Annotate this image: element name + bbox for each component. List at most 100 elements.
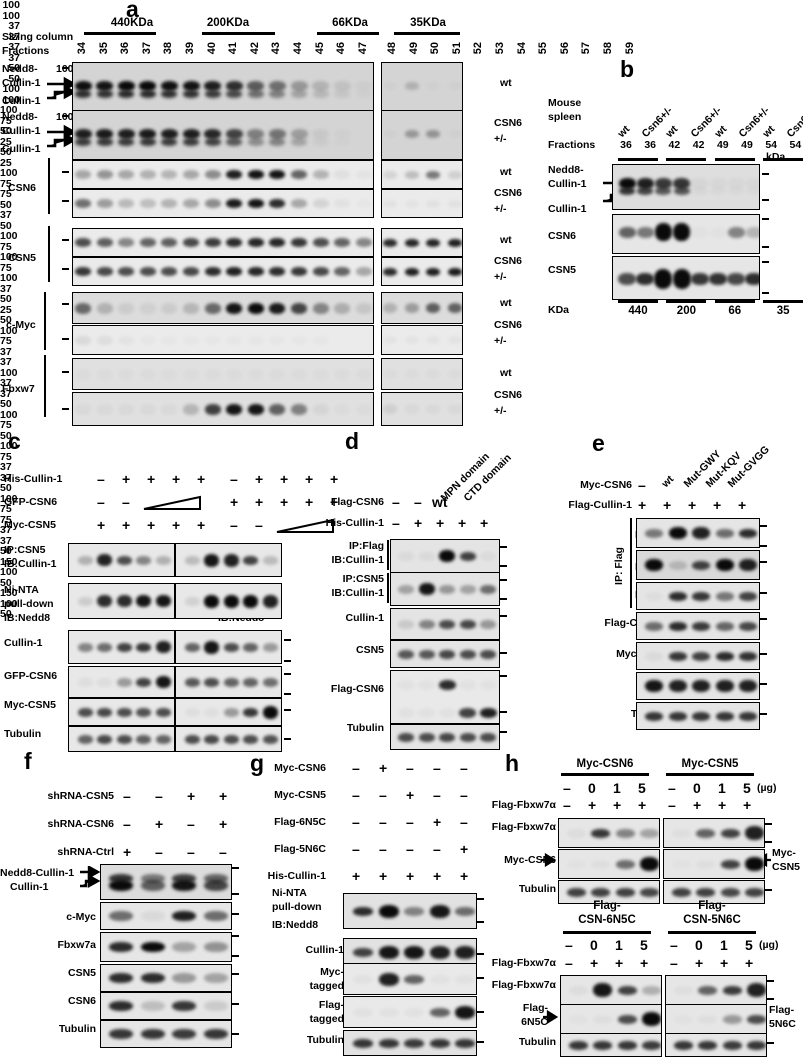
panel-c-cond1-right-3: + (305, 471, 314, 487)
panel-h-bot-gel-row2-right (665, 1004, 767, 1034)
panel-b-row2-mw-25-tick (762, 246, 769, 248)
panel-g-cond1-4: – (460, 760, 468, 776)
panel-h-bot-dose-left-1: 0 (590, 937, 598, 953)
panel-g-cond5-2: + (406, 868, 415, 884)
panel-a-row8-mw: 50 (8, 72, 20, 85)
panel-h-top-row1-mw-100-tick (765, 841, 772, 843)
panel-e-gel-row2 (636, 550, 760, 580)
panel-c-gel-row4-right (175, 666, 282, 698)
panel-b-gel-row3 (612, 256, 760, 300)
panel-h-bot-cond-right-1: + (695, 955, 704, 971)
panel-a-fractions-label: Fractions (2, 45, 50, 57)
panel-a-fraction-58: 58 (602, 42, 614, 55)
panel-d-row2-mw-75: 75 (0, 261, 12, 274)
panel-c-cond2-label: GFP-CSN6 (4, 496, 58, 508)
panel-a-fraction-40: 40 (205, 42, 218, 55)
panel-f-row3-mw-100: 100 (0, 440, 18, 452)
panel-a-marker-200-underline (202, 32, 275, 35)
panel-f-cond1-1: – (155, 788, 163, 804)
panel-a-marker-200: 200KDa (206, 17, 250, 29)
panel-a-row3-mw: 37 (8, 20, 20, 32)
panel-b-size-underline-2 (714, 300, 755, 303)
panel-g-row3-mw-37-tick (477, 977, 484, 979)
panel-f-gel-row2 (100, 902, 232, 930)
panel-e-cond2-4: + (738, 497, 747, 513)
panel-d-mw-markers: 100 75 100 75 100 37 50 25 50 (0, 231, 803, 733)
panel-h-top-dose-right-0: – (668, 780, 676, 796)
panel-a-fraction-46: 46 (335, 42, 348, 55)
panel-h-top-cond-left-2: + (613, 797, 622, 813)
panel-c-cond2-right-0: + (230, 494, 239, 510)
panel-b-fraction-7: 54 (789, 139, 802, 151)
panel-c-row4-mw-75-tick (284, 673, 291, 675)
panel-c-row6-label: Tubulin (4, 728, 42, 740)
panel-a-genotype-row2: CSN6 (494, 117, 523, 129)
panel-f-row1-arrows (80, 866, 101, 889)
panel-a-gel-row1-left (72, 62, 374, 112)
panel-h-top-dose-right-3: 5 (743, 780, 751, 796)
panel-g-cond2-0: – (352, 787, 360, 803)
panel-f-row3-mw-100-tick (232, 935, 239, 937)
panel-h-bot-row1-mw-150-tick (767, 980, 774, 982)
panel-e-row1-mw-75-tick (760, 545, 767, 547)
panel-a-group-csn5: CSN5 (8, 252, 37, 264)
panel-e-row2-mw-37: 37 (0, 345, 12, 358)
panel-g-cond3-label: Flag-6N5C (274, 816, 326, 828)
panel-f-row2-mw-50: 50 (0, 429, 12, 442)
panel-a-genotype-row7: wt (500, 297, 512, 309)
panel-e-row7-mw-50: 50 (0, 398, 12, 410)
panel-c-cond1-left-4: + (197, 471, 206, 487)
panel-a-group-csn6-bracket (48, 158, 51, 214)
panel-d-row2-label2: IB:Cullin-1 (331, 587, 385, 599)
panel-a-mw-markers: 100 100 37 37 37 37 50 50 100 100 (0, 0, 803, 410)
panel-b-mw-markers: 100 75 50 25 50 25 (0, 104, 803, 294)
panel-g-row1-label1: Ni-NTA (272, 887, 307, 899)
panel-a-marker-440: 440KDa (110, 17, 154, 29)
panel-b-size-440: 440 (628, 305, 648, 317)
panel-g-row1-mw-100: 100 (0, 492, 18, 505)
panel-f-cond2-1: + (155, 816, 164, 832)
panel-d-cond2-label: His-Cullin-1 (325, 517, 384, 529)
panel-b-row1-mw-100: 100 (0, 104, 18, 116)
panel-d-gel-row4 (390, 640, 500, 668)
panel-d-cond2-0: – (392, 515, 400, 531)
panel-a-gel-row7-right (381, 292, 463, 324)
panel-d-row2-label1: IP:CSN5 (342, 573, 384, 585)
panel-d-row6-mw-50: 50 (0, 314, 12, 326)
panel-d-cond2-3: + (458, 515, 467, 531)
panel-d-row4-mw-37: 37 (0, 282, 12, 295)
panel-h-bot-cond-right-0: – (670, 955, 678, 971)
panel-h-bot-cond-left-3: + (640, 955, 649, 971)
panel-h-top-gel-row3-right (663, 880, 765, 904)
panel-e-gel-row5 (636, 642, 760, 670)
panel-a-gel-row1-right (381, 62, 463, 112)
panel-a-fraction-54: 54 (515, 42, 528, 55)
panel-a-row5-mw-tick (62, 239, 69, 241)
panel-h-bot-row2-right-label-l1: Flag- (769, 1004, 795, 1016)
panel-h-top-cond-label: Flag-Fbxw7α (491, 799, 556, 811)
panel-b-gel-row2 (612, 214, 760, 254)
panel-a-row8-mw-tick (62, 338, 69, 340)
panel-c-row4-label: GFP-CSN6 (4, 670, 58, 682)
panel-b-fraction-underline-2 (714, 158, 755, 161)
panel-c-gel-row6-left (68, 726, 175, 752)
panel-a-gel-row6-right (381, 257, 463, 286)
panel-b-gel-row1 (612, 164, 760, 210)
panel-h-top-dose-left-0: – (563, 780, 571, 796)
panel-a-row10-mw-tick (62, 408, 69, 410)
panel-h-top-gel-row2-left (558, 849, 660, 879)
panel-g-cond3-3: + (433, 814, 442, 830)
panel-g-cond4-3: – (433, 841, 441, 857)
panel-a-fraction-59: 59 (623, 42, 636, 55)
panel-g-row2-mw-75-tick (477, 953, 484, 955)
panel-b-sample-label-line1: Mouse (548, 97, 582, 109)
panel-a-row7-mw: 50 (8, 62, 20, 74)
panel-h-bot-row1-mw-100: 100 (0, 597, 18, 610)
panel-d-row2-bracket (387, 573, 390, 603)
panel-f-mw-markers: 100 75 50 100 75 37 37 50 (0, 409, 803, 1035)
panel-a-genotype-row10-2: +/- (494, 405, 507, 417)
panel-e-row4-mw-100-tick (760, 618, 767, 620)
panel-c-row4-mw-50: 50 (0, 198, 12, 211)
panel-h-top-mw-markers: 150 100 50 (0, 556, 803, 891)
panel-a-row3-mw-tick (62, 171, 69, 173)
